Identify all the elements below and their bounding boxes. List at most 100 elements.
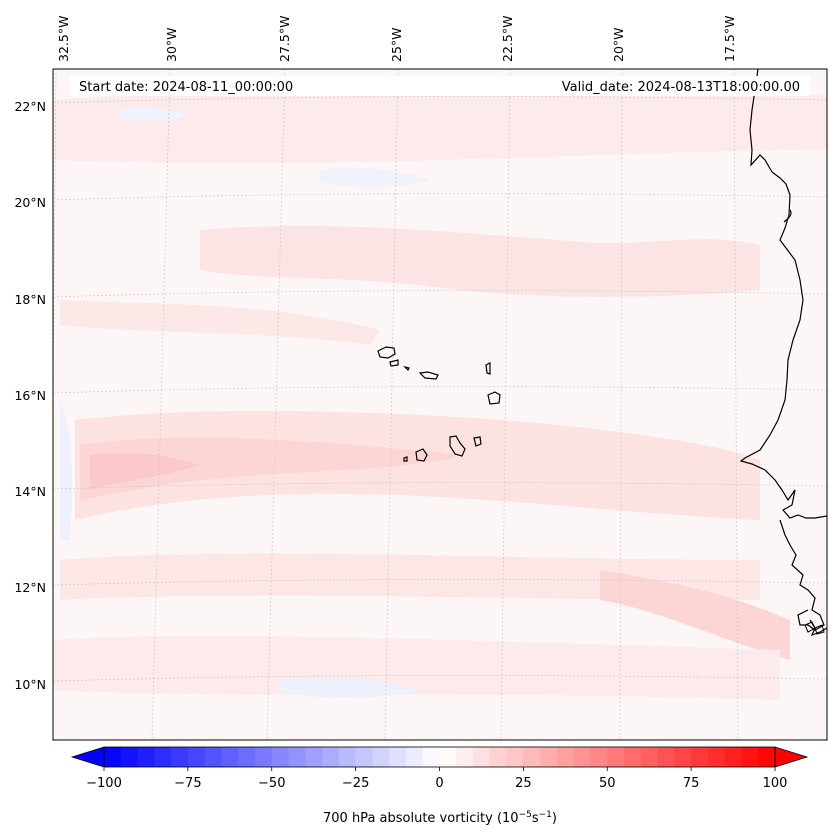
island-santo-antao xyxy=(377,346,396,359)
island-santa-luzia xyxy=(403,365,410,372)
colorbar-extend-max xyxy=(774,746,809,768)
coast-mauritania-senegal xyxy=(739,69,827,519)
colorbar-segment xyxy=(724,747,742,767)
colorbar-label: 700 hPa absolute vorticity (10−5s−1) xyxy=(323,810,557,826)
colorbar-segment xyxy=(338,747,357,767)
colorbar-segment xyxy=(573,747,591,767)
colorbar: −100 −75 −50 −25 0 25 50 75 100 700 hPa absolute… xyxy=(70,746,809,826)
island-maio xyxy=(473,436,482,447)
colorbar-tick-label: 50 xyxy=(599,776,616,791)
island-sao-nicolau xyxy=(418,371,439,380)
island-fogo xyxy=(415,448,428,462)
island-sao-vicente xyxy=(389,359,399,367)
colorbar-segment xyxy=(271,747,290,767)
colorbar-segment xyxy=(506,747,524,767)
colorbar-segment xyxy=(489,747,508,767)
parallel-20n xyxy=(53,193,827,201)
colorbar-segment xyxy=(657,747,675,767)
vorticity-field xyxy=(53,69,827,740)
colorbar-segment xyxy=(187,747,206,767)
island-bissagos-2 xyxy=(814,624,825,635)
vort-neg-north xyxy=(320,168,430,188)
colorbar-segment xyxy=(540,747,558,767)
lon-label: 30°W xyxy=(164,27,179,62)
colorbar-tick-label: −100 xyxy=(86,776,122,791)
colorbar-segment xyxy=(221,747,239,767)
lat-labels: 22°N 20°N 18°N 16°N 14°N 12°N 10°N xyxy=(14,99,46,692)
lon-label: 22.5°W xyxy=(500,16,515,62)
colorbar-segment xyxy=(322,747,340,767)
vort-band-10n xyxy=(53,635,780,700)
colorbar-segment xyxy=(238,747,256,767)
colorbar-tick-label: 0 xyxy=(435,776,443,791)
colorbar-segment xyxy=(674,747,692,767)
cape-verde-islands xyxy=(377,346,501,462)
parallel-10n xyxy=(53,675,827,682)
lon-label: 32.5°W xyxy=(56,16,71,62)
lon-labels: 32.5°W 30°W 27.5°W 25°W 22.5°W 20°W 17.5… xyxy=(56,16,737,62)
colorbar-segment xyxy=(422,747,440,767)
colorbar-segment xyxy=(607,747,625,767)
colorbar-segment xyxy=(372,747,390,767)
colorbar-segment xyxy=(104,747,122,767)
colorbar-ticks: −100 −75 −50 −25 0 25 50 75 100 xyxy=(86,767,787,791)
vort-band-17n xyxy=(60,300,380,345)
coastal-islands xyxy=(804,621,825,635)
lat-label: 12°N xyxy=(14,580,46,595)
colorbar-segment xyxy=(741,747,759,767)
vort-band-15n-core xyxy=(80,437,460,500)
gridlines xyxy=(53,69,827,740)
lat-label: 14°N xyxy=(14,484,46,499)
vort-band-15n xyxy=(75,410,760,520)
colorbar-segment xyxy=(288,747,306,767)
parallel-16n xyxy=(53,386,827,394)
colorbar-tick-label: −25 xyxy=(342,776,369,791)
vort-band-north xyxy=(53,87,827,163)
start-date: Start date: 2024-08-11_00:00:00 xyxy=(79,80,293,95)
lon-label: 27.5°W xyxy=(277,16,292,62)
vort-band-18n xyxy=(200,225,760,297)
colorbar-segment xyxy=(405,747,424,767)
vort-band-12n xyxy=(60,553,760,600)
vort-neg-west-edge xyxy=(60,400,72,540)
island-santiago xyxy=(449,435,466,457)
parallel-18n xyxy=(53,290,827,298)
colorbar-extend-min xyxy=(70,746,105,768)
lon-label: 25°W xyxy=(389,27,404,62)
colorbar-segment xyxy=(305,747,323,767)
island-sal xyxy=(485,362,491,375)
coast-banc-arguin xyxy=(783,209,792,223)
lat-label: 16°N xyxy=(14,388,46,403)
colorbar-segment xyxy=(556,747,575,767)
colorbar-segment xyxy=(355,747,373,767)
colorbar-tick-label: 75 xyxy=(683,776,700,791)
island-brava xyxy=(403,456,408,462)
colorbar-segment xyxy=(137,747,155,767)
island-boa-vista xyxy=(487,391,501,405)
colorbar-segment xyxy=(254,747,273,767)
vort-neg-nw xyxy=(120,107,190,121)
colorbar-segment xyxy=(758,747,776,767)
parallel-14n xyxy=(53,482,827,490)
colorbar-segment xyxy=(389,747,407,767)
colorbar-segment xyxy=(204,747,222,767)
lat-label: 18°N xyxy=(14,292,46,307)
lat-label: 10°N xyxy=(14,677,46,692)
colorbar-tick-label: 25 xyxy=(515,776,532,791)
lat-label: 22°N xyxy=(14,99,46,114)
colorbar-segment xyxy=(523,747,541,767)
lon-label: 17.5°W xyxy=(722,16,737,62)
vort-band-coast-south xyxy=(600,570,790,660)
colorbar-tick-label: −75 xyxy=(174,776,201,791)
lat-label: 20°N xyxy=(14,195,46,210)
colorbar-segment xyxy=(120,747,139,767)
map-border xyxy=(52,68,828,741)
vort-neg-south xyxy=(280,677,420,698)
colorbar-segment xyxy=(154,747,172,767)
colorbar-segment xyxy=(171,747,189,767)
vort-max-west xyxy=(90,453,200,490)
colorbar-segment xyxy=(439,747,457,767)
colorbar-segment xyxy=(707,747,726,767)
lon-label: 20°W xyxy=(611,27,626,62)
